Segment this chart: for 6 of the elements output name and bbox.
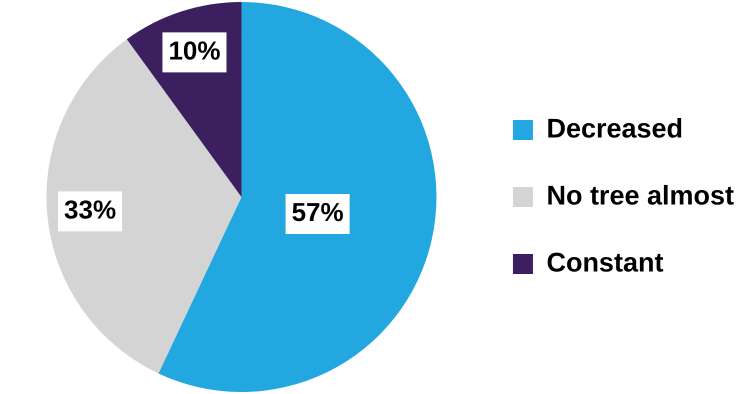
data-label: 10%: [168, 36, 220, 66]
legend-label: No tree almost: [546, 180, 734, 210]
legend-label: Constant: [546, 247, 664, 278]
data-label: 57%: [292, 197, 344, 228]
data-label: 33%: [64, 194, 116, 224]
legend-label: Decreased: [546, 113, 684, 144]
